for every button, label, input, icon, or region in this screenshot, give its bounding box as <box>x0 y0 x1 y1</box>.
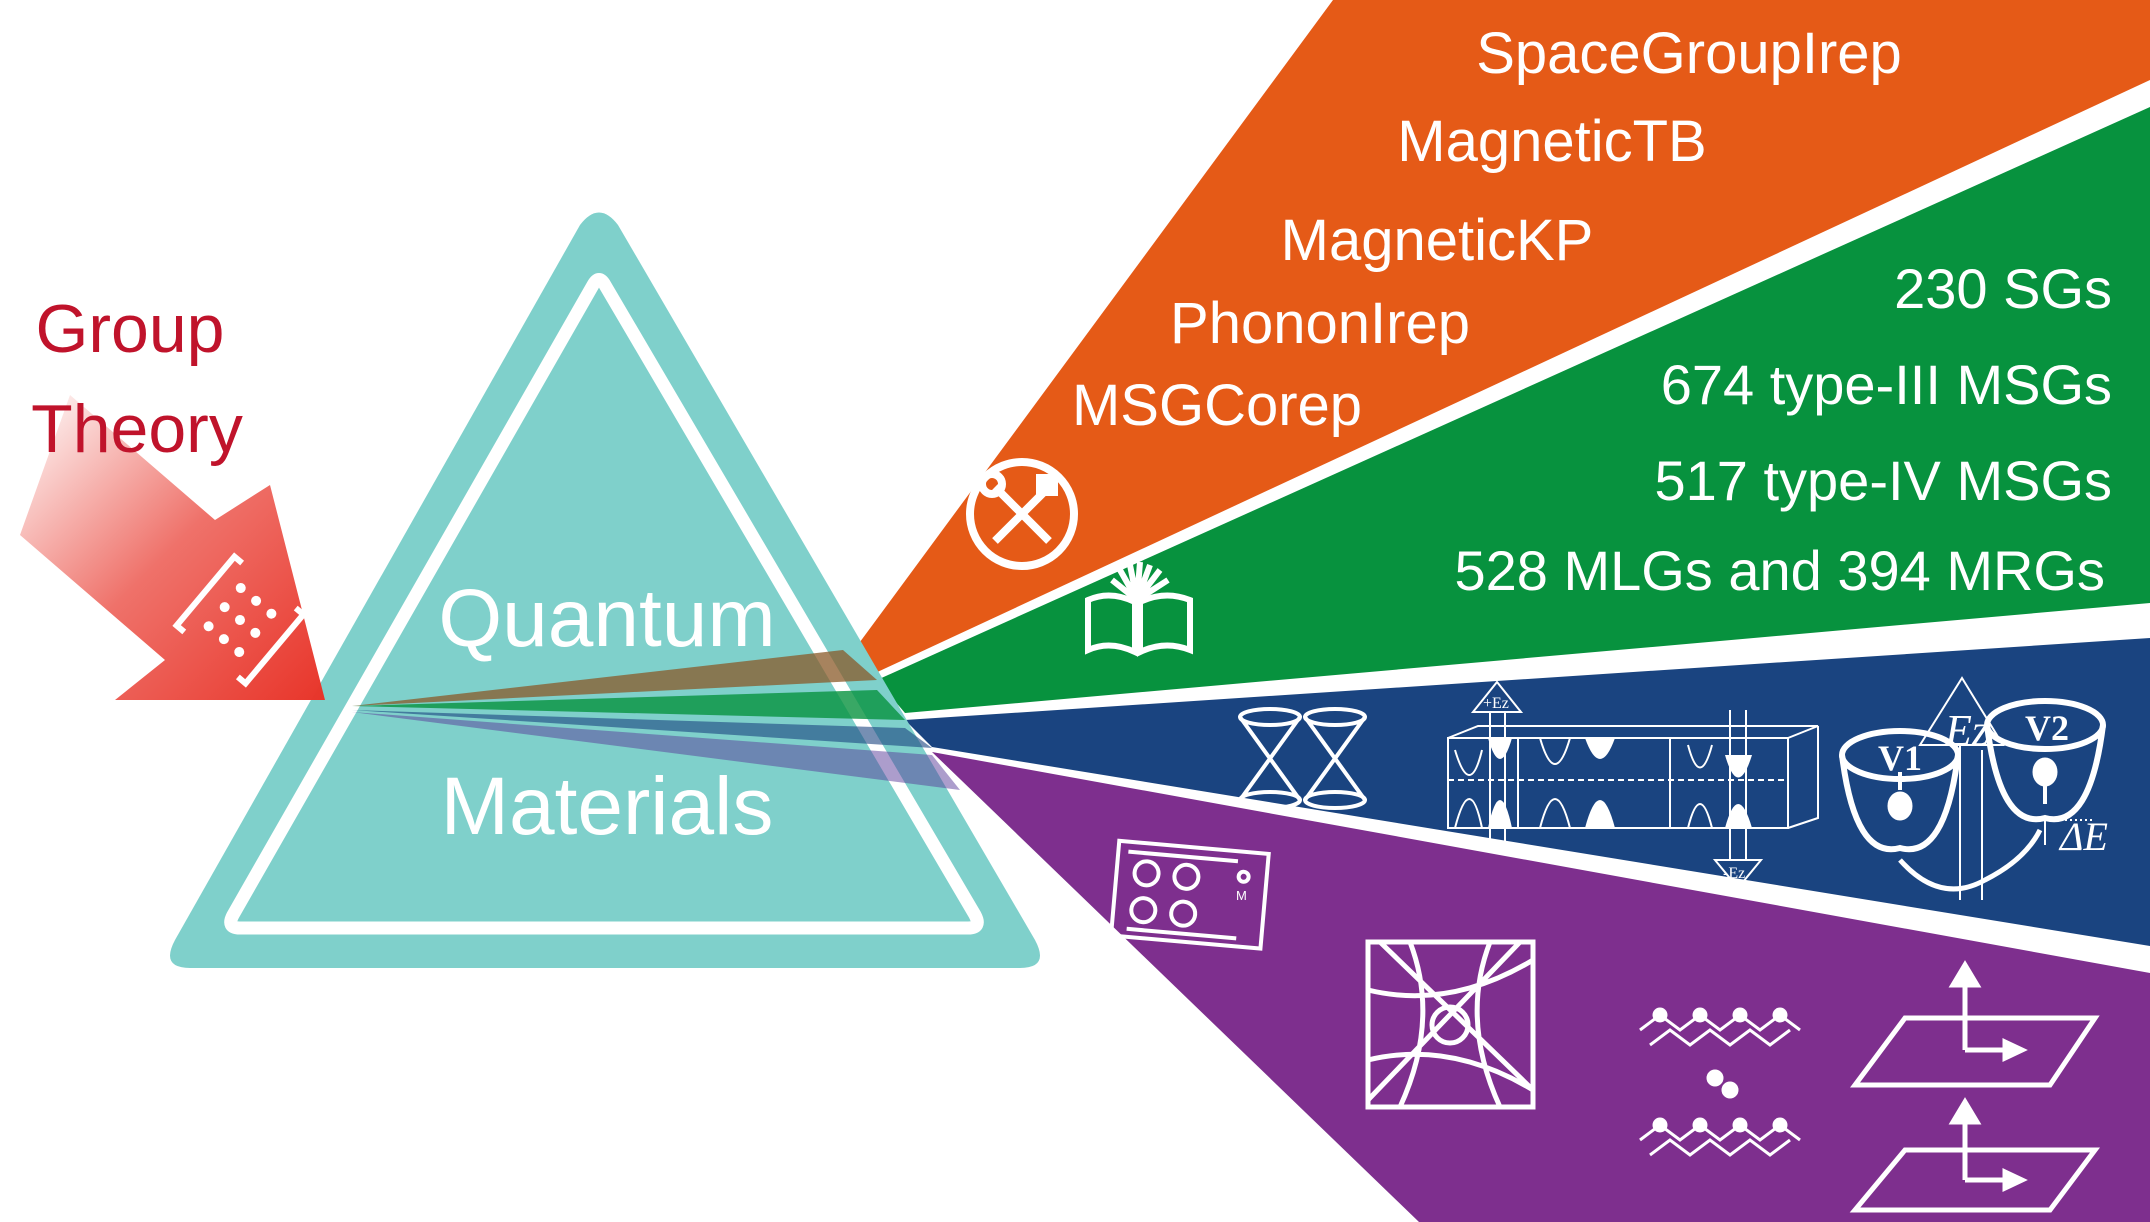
inner-beam-purple <box>352 712 960 790</box>
valley-cones-icon <box>1839 676 2106 900</box>
prism-inner-outline <box>224 273 984 935</box>
ez-label: Ez <box>1944 706 1989 755</box>
prism-label-quantum: Quantum <box>438 573 776 664</box>
inner-beam-orange <box>352 650 877 706</box>
m-label: M <box>1236 888 1247 903</box>
inner-beam-green <box>352 690 905 720</box>
minus-ez-label: -Ez <box>1723 865 1745 882</box>
database-beam <box>877 107 2150 713</box>
tools-beam <box>843 0 2150 675</box>
spin-plane-icon <box>1849 960 2100 1213</box>
wrench-screwdriver-icon <box>966 458 1078 570</box>
bracket-matrix-icon <box>172 552 308 688</box>
dirac-cones-icon <box>1238 707 1367 810</box>
open-book-icon <box>1085 561 1193 657</box>
prism-triangle <box>170 212 1040 968</box>
db-item-mlgs-mrgs: 528 MLGs and 394 MRGs <box>1454 539 2105 602</box>
group-theory-line-2: Theory <box>31 391 243 467</box>
db-item-sgs: 230 SGs <box>1894 257 2112 320</box>
delta-e-label: ΔE <box>2058 814 2108 859</box>
tool-spacegroupirep: SpaceGroupIrep <box>1476 21 1902 86</box>
v1-label: V1 <box>1878 738 1922 778</box>
bilayer-lattice-icon <box>1639 1007 1801 1157</box>
electronics-beam <box>905 638 2150 946</box>
topology-beam <box>932 752 2150 1222</box>
db-item-type4-msgs: 517 type-IV MSGs <box>1654 449 2112 512</box>
v2-label: V2 <box>2025 708 2069 748</box>
db-item-type3-msgs: 674 type-III MSGs <box>1660 353 2112 416</box>
fermi-surface-icon <box>1365 939 1536 1110</box>
magnetic-vortex-lattice-icon <box>1108 838 1271 951</box>
tool-magnetictb: MagneticTB <box>1397 109 1707 174</box>
band-structure-slab-icon <box>1447 680 1819 890</box>
group-theory-arrow <box>20 395 325 700</box>
plus-ez-label: +Ez <box>1483 695 1509 712</box>
tool-phononirep: PhononIrep <box>1170 291 1470 356</box>
tool-msgcorep: MSGCorep <box>1071 373 1363 438</box>
group-theory-line-1: Group <box>35 291 225 367</box>
inner-beam-blue <box>352 710 932 748</box>
tool-magnetickp: MagneticKP <box>1280 208 1594 273</box>
prism-label-materials: Materials <box>440 761 774 852</box>
